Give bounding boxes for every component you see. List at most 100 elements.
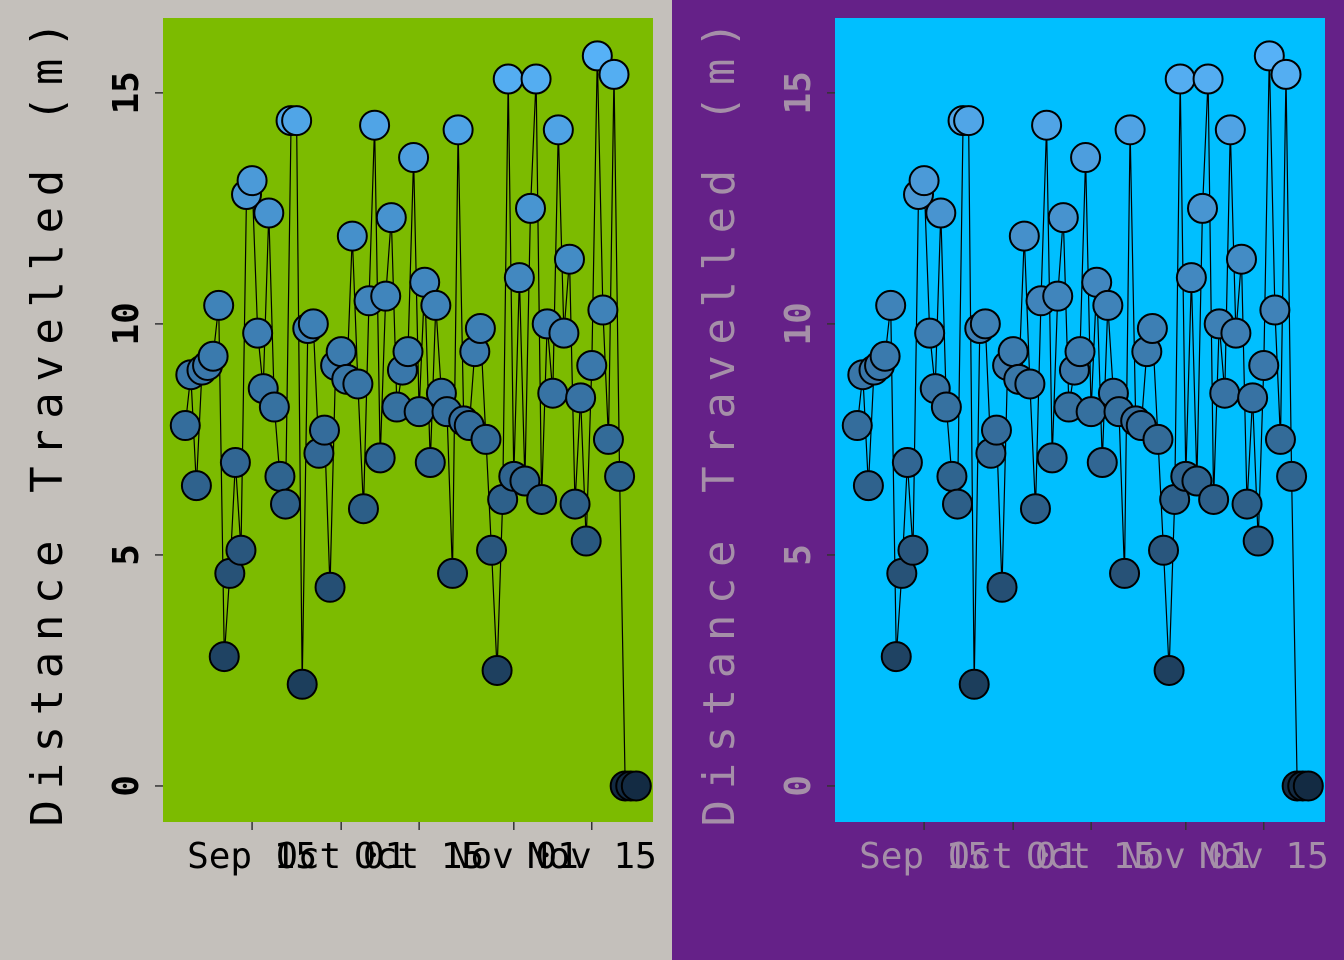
data-point [942,488,973,520]
y-tick-label: 0 [778,775,819,797]
data-point [1109,557,1141,589]
data-point [1237,382,1269,414]
data-point [476,534,508,566]
x-tick-label: Oct 01 [276,836,406,877]
x-tick-label: Nov 01 [1121,836,1251,877]
data-point [1086,447,1118,479]
data-point [336,220,368,252]
data-point [891,447,923,479]
data-point [364,442,396,474]
data-point [869,340,901,372]
y-tick-label: 5 [778,544,819,566]
data-point [852,470,884,502]
data-point [375,202,407,234]
y-tick-label: 10 [778,302,819,345]
data-point [548,317,580,349]
data-point [592,423,624,455]
data-point [270,488,301,520]
x-tick-label: Oct 15 [354,836,484,877]
data-point [253,197,285,229]
data-point [1114,114,1146,146]
data-point [347,493,379,525]
data-point [587,294,619,326]
y-tick-label: 15 [106,71,147,114]
data-point [1220,317,1252,349]
data-point [930,391,962,423]
data-point [897,534,929,566]
data-point [180,470,212,502]
x-tick-label: Oct 15 [1026,836,1156,877]
x-tick-label: Sep 15 [859,836,989,877]
data-point [841,410,873,442]
data-point [370,280,402,312]
data-point [914,317,946,349]
data-point [958,668,990,700]
data-point [880,641,912,673]
data-point [464,313,496,345]
data-point [620,770,652,802]
data-point [208,641,240,673]
data-point [481,654,513,686]
data-point [604,460,636,492]
data-point [437,557,469,589]
data-point [1031,109,1063,141]
data-line [856,55,1309,787]
data-point [503,262,535,294]
data-point [1209,377,1241,409]
data-point [953,105,985,137]
data-point [225,534,257,566]
data-point [1175,262,1207,294]
data-point [1225,243,1257,275]
data-point [314,571,346,603]
data-point [470,423,502,455]
data-point [286,668,318,700]
data-point [420,289,452,321]
data-point [264,460,296,492]
x-tick-label: Nov 15 [527,836,657,877]
data-point [1047,202,1079,234]
data-point [1014,368,1046,400]
data-point [281,105,313,137]
data-point [986,571,1018,603]
data-point [1192,63,1224,95]
data-point [1242,525,1274,557]
data-point [553,243,585,275]
data-point [297,308,329,340]
data-point [359,109,391,141]
y-tick-label: 10 [106,302,147,345]
x-tick-label: Nov 01 [449,836,579,877]
data-point [1136,313,1168,345]
data-point [598,58,630,90]
y-tick-label: 5 [106,544,147,566]
data-point [576,349,608,381]
data-point [980,414,1012,446]
data-point [1248,349,1280,381]
data-point [169,410,201,442]
data-point [537,377,569,409]
data-point [414,447,446,479]
data-point [492,63,524,95]
data-line [184,55,637,787]
data-point [1276,460,1308,492]
data-point [1187,192,1218,224]
data-point [442,114,474,146]
data-point [526,483,558,515]
data-point [1092,289,1124,321]
data-point [969,308,1001,340]
data-point [565,382,597,414]
data-point [1214,114,1246,146]
data-point [559,488,591,520]
data-point [236,165,268,197]
data-point [1153,654,1185,686]
data-point [908,165,940,197]
data-point [1231,488,1263,520]
data-point [520,63,552,95]
data-point [392,336,424,368]
data-point [1164,63,1196,95]
data-point [936,460,968,492]
data-point [997,336,1029,368]
y-tick-label: 0 [106,775,147,797]
data-point [1142,423,1174,455]
data-point [197,340,229,372]
